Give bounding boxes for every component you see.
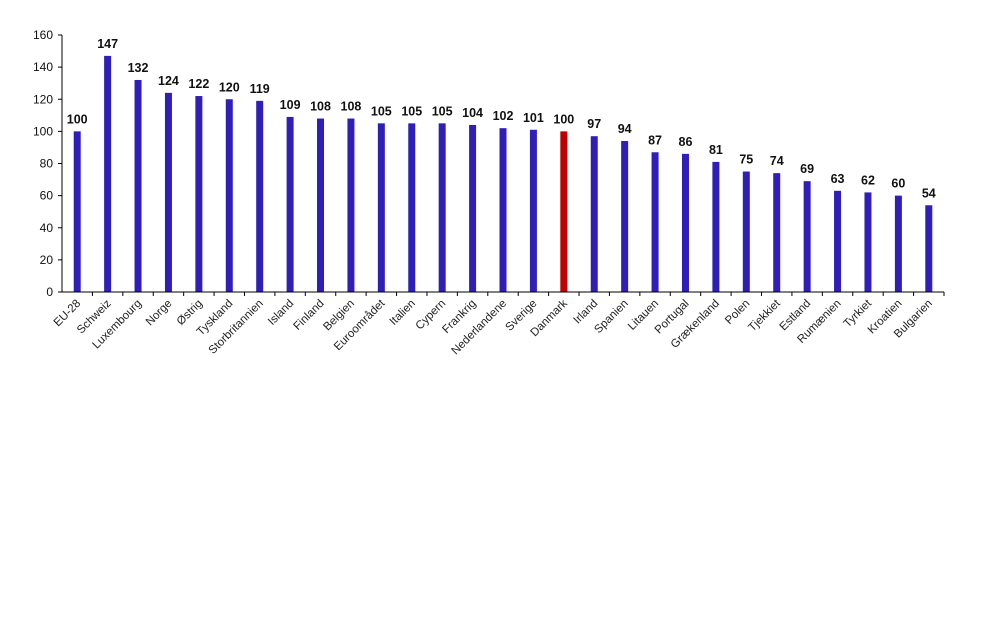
bar (621, 141, 629, 292)
data-label: 100 (67, 112, 88, 126)
bar (104, 55, 112, 292)
data-label: 119 (250, 82, 270, 96)
data-label: 104 (462, 106, 483, 120)
bars (73, 55, 933, 293)
x-tick-label: Tjekkiet (746, 297, 783, 334)
data-label: 81 (709, 143, 723, 157)
data-label: 69 (800, 162, 814, 176)
data-label: 105 (432, 104, 453, 118)
bar (134, 79, 142, 292)
data-label: 86 (679, 135, 693, 149)
data-labels: 100 147 132 124 122 120 119 109 108 108 105 105 105 1… (67, 37, 936, 200)
x-tick-label: Nederlandene (450, 298, 510, 358)
bar (712, 161, 720, 292)
bar (925, 205, 933, 292)
data-label: 102 (493, 109, 514, 123)
data-label: 63 (831, 172, 845, 186)
bar (742, 171, 750, 292)
data-label: 109 (280, 98, 301, 112)
bar (590, 136, 598, 292)
data-label: 62 (861, 173, 875, 187)
y-tick-label: 0 (46, 285, 53, 299)
bar (408, 123, 416, 292)
data-label: 124 (158, 74, 179, 88)
y-tick-label: 160 (33, 28, 53, 42)
bar (438, 123, 446, 292)
bar (73, 131, 81, 292)
y-tick-label: 100 (33, 124, 53, 138)
data-label: 132 (128, 61, 149, 75)
data-label: 108 (310, 100, 331, 114)
bar (469, 124, 477, 292)
x-tick-label: Storbritannien (207, 298, 266, 357)
bar (834, 190, 842, 292)
y-tick-label: 20 (40, 253, 54, 267)
data-label: 105 (371, 104, 392, 118)
bar (864, 192, 872, 292)
bar (529, 129, 537, 292)
y-tick-label: 120 (33, 92, 53, 106)
bar (894, 195, 902, 292)
bar (195, 96, 203, 292)
y-tick-label: 140 (33, 60, 53, 74)
bar (164, 92, 172, 292)
data-label: 74 (770, 154, 784, 168)
bar (651, 152, 659, 292)
data-label: 75 (739, 153, 753, 167)
x-tick-label: Irland (572, 298, 601, 327)
data-label: 97 (587, 117, 601, 131)
x-tick-label: Norge (144, 298, 175, 329)
x-tick-label: Polen (723, 298, 752, 327)
data-label: 60 (891, 177, 905, 191)
bar (560, 131, 568, 292)
data-label: 122 (188, 77, 209, 91)
bar (499, 128, 507, 292)
data-label: 101 (523, 111, 544, 125)
bar (377, 123, 385, 292)
data-label: 147 (97, 37, 118, 51)
bar (225, 99, 233, 292)
data-label: 54 (922, 186, 936, 200)
data-label: 108 (341, 100, 362, 114)
bar (256, 100, 264, 292)
data-label: 87 (648, 133, 662, 147)
bar (803, 181, 811, 292)
bar (681, 153, 689, 292)
y-tick-label: 60 (40, 189, 54, 203)
bar (773, 173, 781, 292)
bar (286, 116, 294, 292)
y-axis-ticks: 0 20 40 60 80 100 120 140 160 (33, 28, 62, 299)
data-label: 120 (219, 80, 240, 94)
x-tick-label: Finland (291, 298, 326, 333)
data-label: 100 (553, 112, 574, 126)
x-tick-label: Spanien (592, 298, 630, 336)
bar (347, 118, 355, 293)
bar (317, 118, 325, 293)
y-tick-label: 80 (40, 157, 54, 171)
y-tick-label: 40 (40, 221, 54, 235)
data-label: 105 (401, 104, 422, 118)
data-label: 94 (618, 122, 632, 136)
